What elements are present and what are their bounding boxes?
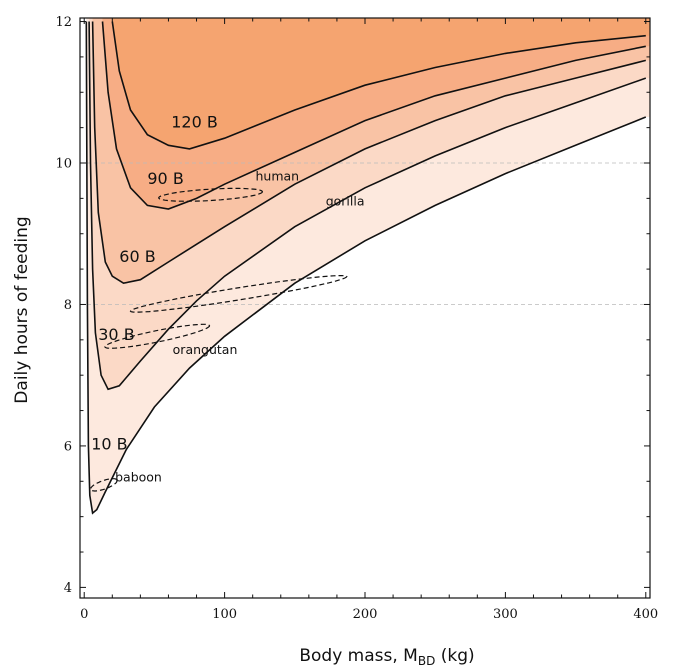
- x-axis-title-subscript: BD: [418, 654, 435, 668]
- contour-label-90-b: 90 B: [147, 169, 183, 188]
- x-tick-label: 100: [212, 607, 237, 622]
- grid-layer: [80, 162, 650, 305]
- species-label-human: human: [255, 169, 299, 184]
- y-tick-label: 10: [55, 157, 72, 172]
- species-label-baboon: baboon: [115, 469, 162, 484]
- y-axis-title: Daily hours of feeding: [12, 216, 32, 403]
- species-ellipse-baboon: [90, 478, 118, 492]
- species-label-gorilla: gorilla: [326, 193, 365, 208]
- species-ellipse-layer: [90, 187, 348, 492]
- contour-fill-layer: [80, 18, 650, 598]
- y-tick-label: 6: [64, 439, 72, 454]
- contour-line-60-b: [91, 21, 646, 285]
- annotation-labels-layer: 0 100 200 300 400 4 6 8 10 12 10 B 30 B 60 B 90 B 120 …: [55, 15, 658, 622]
- species-label-orangutan: orangutan: [173, 342, 238, 357]
- x-tick-label: 400: [633, 607, 658, 622]
- y-tick-label: 8: [64, 298, 72, 313]
- x-axis-title: Body mass, MBD (kg): [299, 646, 474, 668]
- contour-label-30-b: 30 B: [98, 325, 134, 344]
- x-tick-label: 200: [353, 607, 378, 622]
- y-tick-label: 12: [55, 15, 72, 30]
- axis-ticks-layer: [80, 18, 650, 598]
- contour-line-120-b: [111, 21, 646, 150]
- fill-band-120-b: [112, 18, 650, 149]
- contour-line-layer: [85, 21, 647, 515]
- species-ellipse-orangutan: [104, 323, 211, 349]
- contour-line-90-b: [101, 21, 646, 210]
- contour-line-10-b: [85, 21, 647, 515]
- contour-label-10-b: 10 B: [91, 434, 127, 453]
- species-ellipse-human: [158, 187, 264, 202]
- x-tick-label: 300: [493, 607, 518, 622]
- y-tick-label: 4: [64, 581, 72, 596]
- x-tick-label: 0: [80, 607, 88, 622]
- species-ellipse-gorilla: [129, 275, 348, 313]
- contour-label-60-b: 60 B: [119, 247, 155, 266]
- x-axis-title-unit: (kg): [435, 646, 474, 666]
- contour-line-30-b: [88, 21, 647, 391]
- contour-label-120-b: 120 B: [171, 113, 218, 132]
- x-axis-title-main: Body mass, M: [299, 646, 418, 666]
